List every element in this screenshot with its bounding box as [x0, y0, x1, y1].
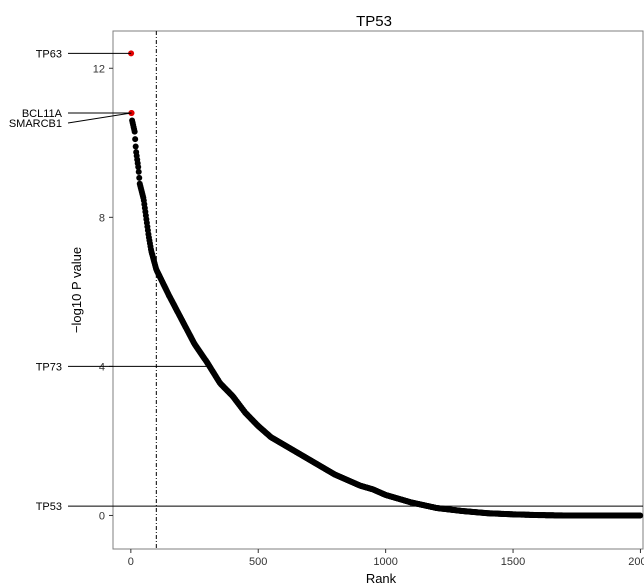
y-tick-label: 0 — [99, 510, 105, 522]
annotation-label: TP63 — [36, 48, 62, 60]
data-point — [136, 174, 143, 181]
x-tick-label: 1000 — [373, 556, 397, 568]
x-tick-label: 0 — [128, 556, 134, 568]
data-point — [132, 136, 139, 143]
x-axis-title: Rank — [366, 571, 397, 586]
y-tick-label: 8 — [99, 212, 105, 224]
x-tick-label: 1500 — [501, 556, 525, 568]
data-point — [135, 164, 142, 171]
x-tick-label: 500 — [249, 556, 267, 568]
plot-panel-border — [112, 30, 644, 550]
data-point — [135, 168, 142, 175]
y-axis-title: −log10 P value — [69, 247, 84, 333]
data-point — [132, 143, 139, 150]
y-tick-label: 12 — [93, 63, 105, 75]
annotation-leader-line — [67, 112, 132, 124]
data-point — [131, 128, 138, 135]
annotation-label: TP73 — [36, 361, 62, 373]
annotation-label: SMARCB1 — [9, 118, 62, 130]
data-point — [637, 512, 644, 519]
annotation-label: BCL11A — [22, 108, 63, 120]
chart-title: TP53 — [356, 13, 392, 30]
y-tick-label: 4 — [99, 361, 105, 373]
annotation-label: TP53 — [36, 501, 62, 513]
